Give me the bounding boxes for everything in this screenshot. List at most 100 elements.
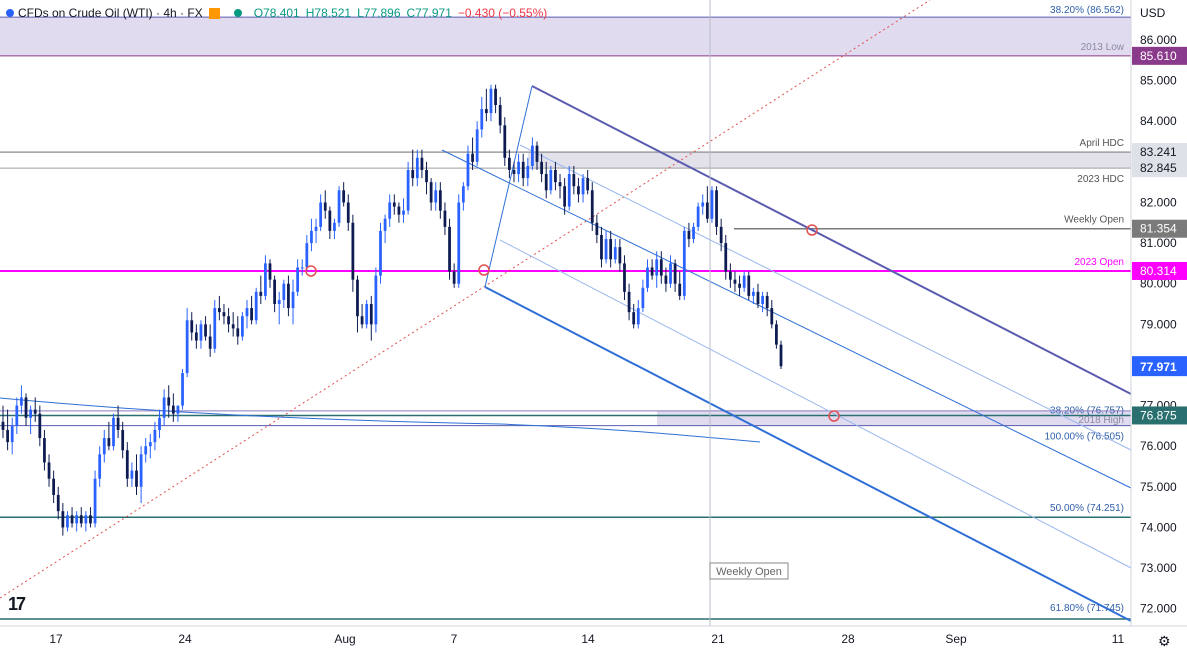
candle-body <box>342 190 346 203</box>
time-axis-tick: Aug <box>334 632 355 646</box>
candle-body <box>466 153 470 187</box>
candle-body <box>66 515 69 528</box>
weekly-open-annotation-box <box>709 562 789 580</box>
resistance-zone-hdc <box>528 152 1131 169</box>
price-axis-tag-label: 82.845 <box>1140 161 1177 175</box>
candle-body <box>199 324 203 341</box>
candle-body <box>397 206 401 215</box>
price-axis-tag-label: 76.875 <box>1140 408 1177 422</box>
candle-body <box>310 230 313 244</box>
price-axis-tick: 73.000 <box>1140 561 1177 575</box>
candle-body <box>93 478 97 524</box>
candle-body <box>526 165 530 179</box>
last-price-label: 77.971 <box>1140 360 1177 374</box>
candle-body <box>738 283 741 288</box>
candle-body <box>346 202 350 223</box>
candle-body <box>107 438 111 447</box>
candle-body <box>595 222 599 235</box>
price-level-label: 2013 Low <box>1081 42 1125 53</box>
trendline-dotted <box>0 0 931 599</box>
price-axis-tag-label: 83.241 <box>1140 145 1177 159</box>
candle-body <box>116 417 120 430</box>
candle-body <box>577 186 580 195</box>
candle-body <box>747 275 751 296</box>
price-axis-tick: 79.000 <box>1140 317 1177 331</box>
price-change: −0.430 (−0.55%) <box>457 6 548 20</box>
candle-body <box>231 324 235 329</box>
tradingview-logo[interactable]: 17 <box>8 594 26 614</box>
candle-body <box>728 271 732 280</box>
currency-label[interactable]: USD <box>1140 6 1166 20</box>
time-axis-tick: 7 <box>451 632 458 646</box>
market-status-icon[interactable] <box>233 9 242 17</box>
touch-point-marker <box>478 264 490 276</box>
candle-body <box>291 291 295 309</box>
candle-body <box>282 283 286 300</box>
price-axis-tick: 85.000 <box>1140 74 1177 88</box>
candle-body <box>98 454 102 479</box>
candle-body <box>162 397 166 418</box>
candle-body <box>70 515 74 524</box>
candle-body <box>572 174 576 187</box>
candle-body <box>236 328 240 337</box>
candle-body <box>540 161 543 175</box>
candle-body <box>314 226 318 231</box>
candle-body <box>300 267 304 269</box>
price-level-label: 50.00% (74.251) <box>1050 503 1124 514</box>
candle-body <box>130 470 134 479</box>
price-axis-tag-label: 85.610 <box>1140 49 1177 63</box>
candle-body <box>406 169 410 211</box>
candle-body <box>250 308 253 321</box>
candle-body <box>365 304 369 325</box>
time-axis-tick: 17 <box>49 632 63 646</box>
settings-gear-icon[interactable]: ⚙ <box>1158 633 1171 649</box>
candle-body <box>650 267 654 276</box>
flag-icon[interactable] <box>208 7 220 19</box>
candle-body <box>190 320 194 333</box>
candle-body <box>724 243 728 272</box>
ohlc-open: O78.401 <box>253 6 300 20</box>
candle-body <box>692 226 695 240</box>
candle-body <box>254 291 258 321</box>
candle-body <box>705 202 709 219</box>
candle-body <box>6 429 9 443</box>
ohlc-high: H78.521 <box>305 6 352 20</box>
candle-body <box>646 267 649 288</box>
candle-body <box>682 230 686 296</box>
price-level-label: 61.80% (71.745) <box>1050 603 1124 614</box>
candle-body <box>471 153 474 162</box>
support-zone-2018-high <box>657 410 1131 426</box>
price-axis-tick: 84.000 <box>1140 114 1177 128</box>
candle-body <box>112 417 115 447</box>
candle-body <box>15 405 19 426</box>
candle-body <box>549 169 553 191</box>
candle-body <box>264 263 267 296</box>
candle-body <box>719 226 723 244</box>
candle-body <box>531 145 534 166</box>
candle-body <box>429 182 433 203</box>
candle-body <box>10 425 14 443</box>
candle-body <box>498 104 502 126</box>
symbol-title[interactable]: CFDs on Crude Oil (WTI) · 4h · FX <box>18 6 203 20</box>
candle-body <box>756 291 760 305</box>
candle-body <box>411 169 415 179</box>
candle-body <box>558 182 562 187</box>
candle-body <box>227 316 230 325</box>
candle-body <box>710 190 714 219</box>
candle-body <box>158 417 161 430</box>
candle-body <box>360 316 364 325</box>
candle-body <box>185 320 189 374</box>
candle-body <box>609 239 613 260</box>
candle-body <box>125 450 129 479</box>
candle-body <box>139 454 143 487</box>
candle-body <box>204 324 207 337</box>
candle-body <box>102 438 106 455</box>
time-axis-background <box>0 626 1131 651</box>
candle-body <box>742 275 746 288</box>
candle-body <box>287 283 290 309</box>
candle-body <box>415 157 419 179</box>
candle-body <box>457 202 461 284</box>
candle-body <box>273 279 276 305</box>
